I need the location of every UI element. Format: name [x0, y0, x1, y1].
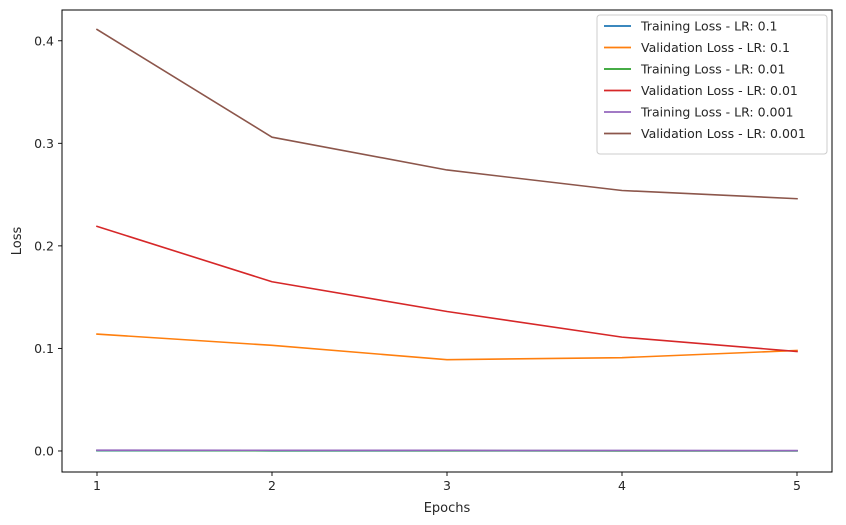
x-tick-label: 5	[793, 478, 801, 493]
y-axis-ticks: 0.0 0.1 0.2 0.3 0.4	[34, 33, 62, 458]
x-tick-label: 2	[268, 478, 276, 493]
y-axis-label: Loss	[10, 227, 25, 256]
legend-entry-label: Validation Loss - LR: 0.1	[641, 40, 790, 55]
x-axis-label: Epochs	[424, 501, 471, 516]
series-line-6	[95, 28, 798, 200]
legend-entry-label: Validation Loss - LR: 0.001	[641, 126, 806, 141]
x-tick-label: 4	[618, 478, 626, 493]
legend-entry-label: Validation Loss - LR: 0.01	[641, 83, 798, 98]
series-line-4	[95, 225, 798, 353]
series-lines	[95, 28, 798, 452]
x-tick-label: 1	[93, 478, 101, 493]
legend-entry-label: Training Loss - LR: 0.1	[640, 19, 778, 34]
x-axis-ticks: 1 2 3 4 5	[93, 472, 801, 493]
legend-entry-label: Training Loss - LR: 0.01	[640, 62, 785, 77]
series-line-2	[96, 333, 798, 361]
legend-box	[596, 14, 828, 155]
y-tick-label: 0.4	[34, 33, 54, 48]
legend: Training Loss - LR: 0.1 Validation Loss -…	[596, 14, 828, 155]
y-tick-label: 0.1	[34, 341, 54, 356]
legend-entry-label: Training Loss - LR: 0.001	[640, 105, 793, 120]
y-tick-label: 0.3	[34, 136, 54, 151]
y-tick-label: 0.2	[34, 238, 54, 253]
x-tick-label: 3	[443, 478, 451, 493]
y-tick-label: 0.0	[34, 443, 54, 458]
